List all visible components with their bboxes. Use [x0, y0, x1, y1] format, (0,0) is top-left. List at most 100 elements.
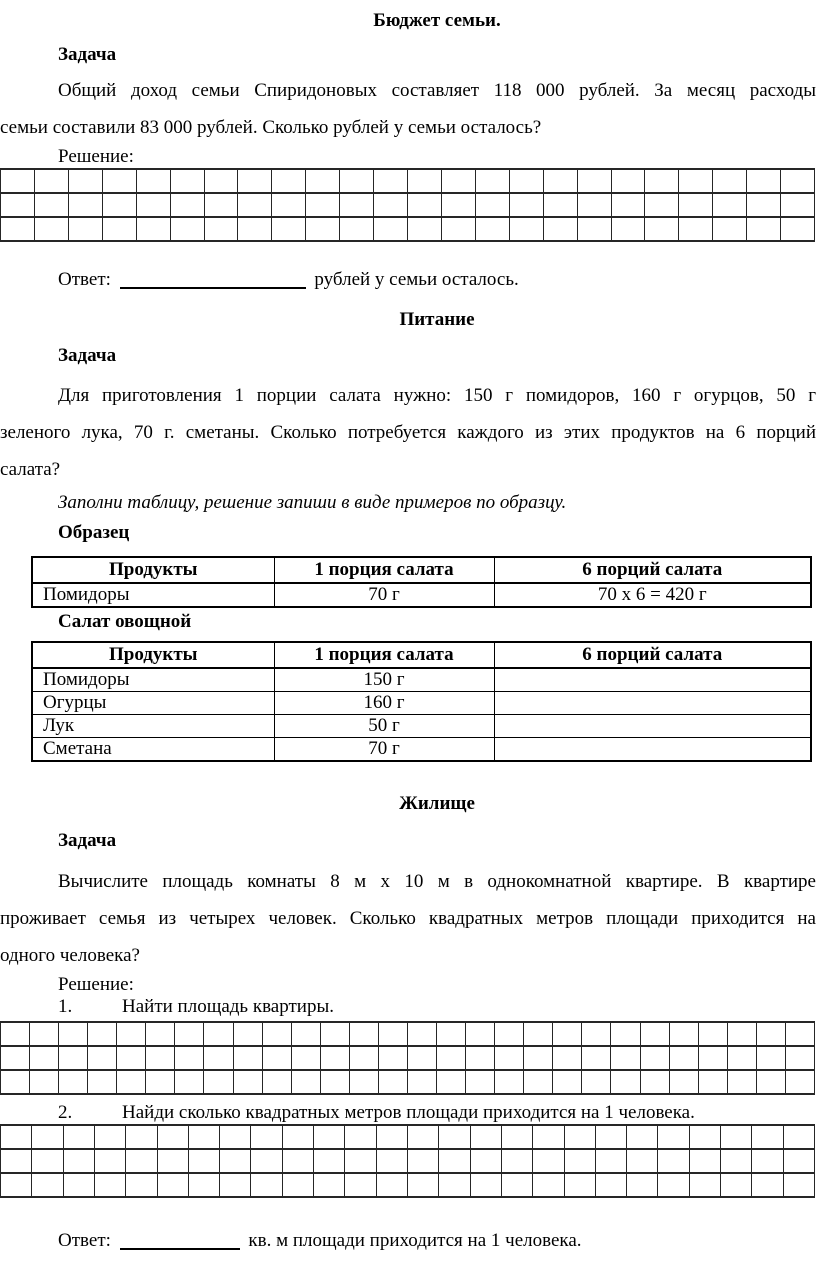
grid-cell[interactable]: [713, 194, 748, 218]
grid-cell[interactable]: [102, 170, 137, 194]
grid-cell[interactable]: [577, 194, 612, 218]
grid-cell[interactable]: [136, 170, 171, 194]
grid-cell[interactable]: [611, 1023, 641, 1047]
grid-cell[interactable]: [376, 1150, 408, 1174]
grid-cell[interactable]: [175, 1071, 205, 1095]
grid-cell[interactable]: [349, 1023, 379, 1047]
grid-cell[interactable]: [320, 1071, 350, 1095]
grid-cell[interactable]: [495, 1023, 525, 1047]
grid-cell[interactable]: [345, 1150, 377, 1174]
grid-cell[interactable]: [407, 1174, 440, 1198]
grid-cell[interactable]: [374, 194, 408, 218]
grid-cell[interactable]: [564, 1150, 596, 1174]
grid-cell[interactable]: [640, 1071, 670, 1095]
grid-cell[interactable]: [509, 194, 544, 218]
grid-cell[interactable]: [543, 170, 578, 194]
grid-cell[interactable]: [543, 218, 578, 242]
grid-cell[interactable]: [533, 1150, 565, 1174]
grid-cell[interactable]: [30, 1071, 60, 1095]
grid-cell[interactable]: [32, 1150, 64, 1174]
grid-cell[interactable]: [1, 1047, 31, 1071]
grid-cell[interactable]: [126, 1174, 158, 1198]
grid-cell[interactable]: [611, 1047, 641, 1071]
grid-cell[interactable]: [1, 1023, 31, 1047]
grid-cell[interactable]: [136, 218, 171, 242]
grid-cell[interactable]: [220, 1126, 252, 1150]
grid-cell[interactable]: [146, 1023, 176, 1047]
grid-cell[interactable]: [146, 1071, 176, 1095]
grid-cell[interactable]: [611, 170, 646, 194]
grid-cell[interactable]: [495, 1071, 525, 1095]
grid-cell[interactable]: [63, 1174, 95, 1198]
grid-cell[interactable]: [220, 1174, 252, 1198]
grid-cell[interactable]: [627, 1174, 659, 1198]
grid-cell[interactable]: [441, 218, 476, 242]
grid-cell[interactable]: [63, 1126, 95, 1150]
grid-cell[interactable]: [1, 170, 35, 194]
grid-cell[interactable]: [1, 1174, 33, 1198]
grid-cell[interactable]: [509, 218, 544, 242]
grid-cell[interactable]: [126, 1126, 158, 1150]
grid-cell[interactable]: [727, 1071, 757, 1095]
grid-cell[interactable]: [437, 1047, 467, 1071]
grid-cell[interactable]: [658, 1126, 690, 1150]
grid-cell[interactable]: [669, 1023, 699, 1047]
grid-cell[interactable]: [30, 1023, 60, 1047]
grid-cell[interactable]: [475, 194, 510, 218]
grid-cell[interactable]: [59, 1071, 89, 1095]
grid-cell[interactable]: [785, 1071, 815, 1095]
grid-cell[interactable]: [238, 170, 273, 194]
grid-cell[interactable]: [524, 1023, 554, 1047]
grid-cell[interactable]: [94, 1126, 127, 1150]
grid-cell[interactable]: [698, 1071, 728, 1095]
grid-cell[interactable]: [553, 1023, 583, 1047]
grid-cell[interactable]: [374, 170, 408, 194]
grid-cell[interactable]: [524, 1047, 554, 1071]
grid-cell[interactable]: [577, 218, 612, 242]
grid-cell[interactable]: [63, 1150, 95, 1174]
grid-cell[interactable]: [204, 1071, 234, 1095]
grid-cell[interactable]: [756, 1023, 786, 1047]
grid-cell[interactable]: [645, 170, 680, 194]
grid-cell[interactable]: [170, 218, 205, 242]
grid-cell[interactable]: [349, 1047, 379, 1071]
grid-cell[interactable]: [282, 1150, 315, 1174]
grid-cell[interactable]: [747, 218, 782, 242]
grid-cell[interactable]: [233, 1047, 263, 1071]
grid-cell[interactable]: [1, 1126, 33, 1150]
grid-cell[interactable]: [679, 170, 714, 194]
grid-cell[interactable]: [272, 194, 307, 218]
grid-cell[interactable]: [407, 1047, 438, 1071]
table-cell-empty[interactable]: [493, 691, 812, 715]
grid-cell[interactable]: [466, 1023, 496, 1047]
grid-cell[interactable]: [553, 1047, 583, 1071]
grid-cell[interactable]: [698, 1047, 728, 1071]
grid-cell[interactable]: [1, 1071, 31, 1095]
grid-cell[interactable]: [721, 1126, 753, 1150]
grid-cell[interactable]: [376, 1126, 408, 1150]
grid-cell[interactable]: [679, 194, 714, 218]
grid-cell[interactable]: [220, 1150, 252, 1174]
grid-cell[interactable]: [408, 218, 442, 242]
grid-cell[interactable]: [475, 218, 510, 242]
grid-cell[interactable]: [781, 194, 815, 218]
grid-cell[interactable]: [611, 194, 646, 218]
grid-cell[interactable]: [475, 170, 510, 194]
grid-cell[interactable]: [136, 194, 171, 218]
grid-cell[interactable]: [345, 1126, 377, 1150]
grid-cell[interactable]: [291, 1023, 321, 1047]
grid-cell[interactable]: [68, 170, 103, 194]
grid-cell[interactable]: [470, 1174, 502, 1198]
grid-cell[interactable]: [306, 194, 341, 218]
grid-cell[interactable]: [1, 1150, 33, 1174]
grid-cell[interactable]: [747, 194, 782, 218]
grid-cell[interactable]: [713, 218, 748, 242]
grid-cell[interactable]: [645, 218, 680, 242]
grid-cell[interactable]: [157, 1174, 189, 1198]
grid-cell[interactable]: [262, 1047, 292, 1071]
grid-cell[interactable]: [238, 218, 273, 242]
answer-blank[interactable]: [119, 1234, 240, 1250]
grid-cell[interactable]: [204, 1023, 234, 1047]
grid-cell[interactable]: [272, 170, 307, 194]
grid-cell[interactable]: [577, 170, 612, 194]
